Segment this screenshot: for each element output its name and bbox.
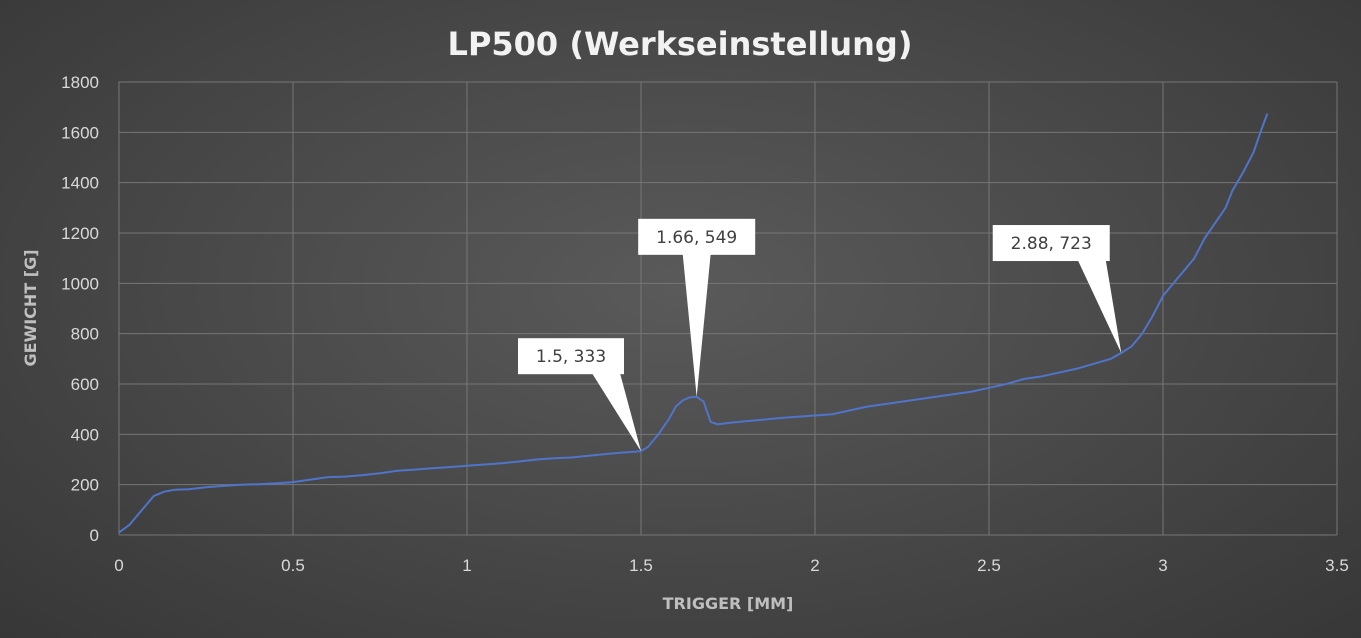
y-tick-label: 200 (71, 476, 99, 495)
x-tick-label: 2.5 (977, 556, 1001, 575)
y-axis-ticks: 0 200 400 600 800 1000 1200 1400 1600 1800 (61, 73, 99, 545)
callout-pointer (592, 373, 641, 452)
callout-pointer (682, 253, 711, 397)
x-tick-label: 1.5 (629, 556, 653, 575)
chart-title: LP500 (Werkseinstellung) (448, 25, 913, 63)
y-tick-label: 1400 (61, 174, 99, 193)
y-tick-label: 600 (71, 375, 99, 394)
y-axis-title: GEWICHT [G] (21, 249, 40, 366)
grid (118, 81, 1338, 536)
callout-label: 1.66, 549 (656, 228, 737, 248)
y-tick-label: 1200 (61, 224, 99, 243)
x-tick-label: 1 (462, 556, 471, 575)
x-tick-label: 0.5 (281, 556, 305, 575)
callout-label: 2.88, 723 (1011, 234, 1092, 254)
callout-box (638, 218, 756, 255)
y-tick-label: 400 (71, 425, 99, 444)
y-tick-label: 800 (71, 325, 99, 344)
callout-box (518, 338, 624, 375)
y-tick-label: 1800 (61, 73, 99, 92)
y-tick-label: 1000 (61, 274, 99, 293)
x-tick-label: 2 (810, 556, 819, 575)
x-tick-label: 0 (114, 556, 123, 575)
x-tick-label: 3 (1158, 556, 1167, 575)
data-callout: 1.5, 333 (518, 338, 641, 452)
data-callout: 1.66, 549 (638, 218, 756, 397)
series-line (118, 113, 1269, 534)
x-axis-ticks: 0 0.5 1 1.5 2 2.5 3 3.5 (114, 556, 1349, 575)
callout-box (992, 225, 1110, 262)
y-tick-label: 0 (90, 526, 99, 545)
x-axis-title: TRIGGER [MM] (663, 594, 794, 613)
callout-label: 1.5, 333 (536, 347, 606, 367)
x-tick-label: 3.5 (1325, 556, 1349, 575)
y-tick-label: 1600 (61, 123, 99, 142)
data-callout: 2.88, 723 (992, 225, 1122, 354)
callouts: 1.5, 333 1.66, 549 2.88, 723 (518, 218, 1122, 452)
callout-pointer (1077, 260, 1122, 354)
